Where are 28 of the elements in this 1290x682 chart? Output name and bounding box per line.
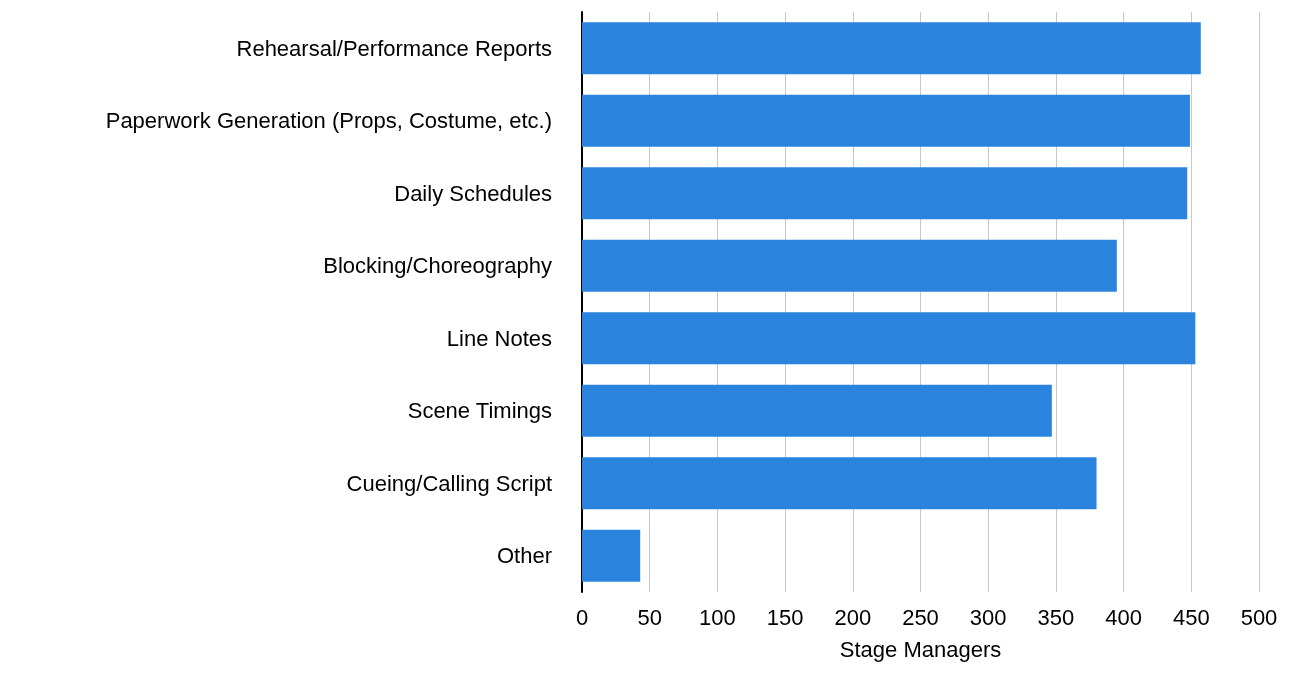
y-tick-label: Scene Timings	[407, 398, 552, 424]
x-axis-title: Stage Managers	[839, 636, 1002, 662]
bar	[582, 457, 1097, 510]
bar	[582, 94, 1190, 147]
x-tick-label: 200	[834, 604, 872, 630]
y-tick-label: Paperwork Generation (Props, Costume, etc.)	[105, 108, 552, 134]
bar	[582, 239, 1117, 292]
y-tick-label: Daily Schedules	[394, 180, 552, 206]
y-tick-label: Cueing/Calling Script	[346, 470, 552, 496]
y-tick-label: Rehearsal/Performance Reports	[236, 35, 552, 61]
x-tick-label: 100	[699, 604, 736, 630]
y-tick-label: Line Notes	[446, 325, 552, 351]
bar	[582, 312, 1196, 365]
bar	[582, 529, 641, 582]
y-tick-label: Blocking/Choreography	[323, 253, 552, 279]
y-tick-label: Other	[496, 543, 552, 569]
x-tick-label: 300	[969, 604, 1007, 630]
x-tick-label: 400	[1105, 604, 1142, 630]
x-tick-label: 450	[1172, 604, 1210, 630]
x-tick-label: 0	[575, 604, 589, 630]
x-tick-label: 350	[1037, 604, 1075, 630]
x-tick-label: 50	[637, 604, 662, 630]
bar	[582, 22, 1201, 75]
bar	[582, 384, 1052, 437]
x-tick-label: 150	[766, 604, 804, 630]
bar	[582, 167, 1188, 220]
x-tick-label: 500	[1240, 604, 1278, 630]
x-tick-label: 250	[902, 604, 939, 630]
